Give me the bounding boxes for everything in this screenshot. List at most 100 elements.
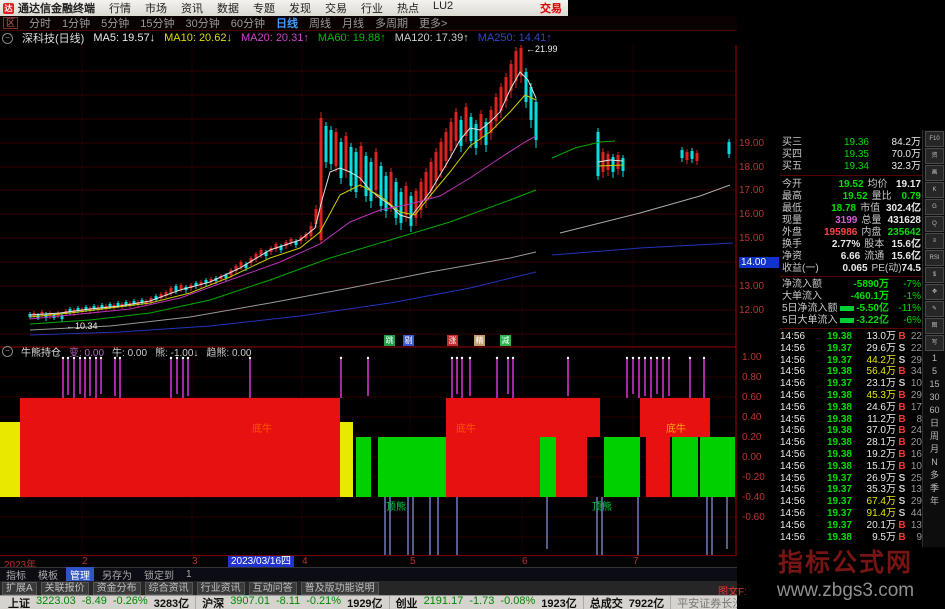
period-shortcut-N[interactable]: N [931, 457, 938, 467]
collapse-icon[interactable]: − [2, 346, 13, 357]
transaction-row: 14:56 19.38 9.5万 B 9 [780, 532, 922, 544]
period-shortcut-60[interactable]: 60 [929, 405, 940, 415]
menu-item-8[interactable]: 热点 [397, 3, 419, 15]
index-quote-沪深[interactable]: 沪深 3907.01 -8.11 -0.21% 1929亿 [202, 596, 390, 609]
transaction-row: 14:56 19.38 37.0万 B 24 [780, 425, 922, 437]
flow-row-3: 5日大单流入 -3.22亿 -6% [782, 315, 921, 327]
menu-item-1[interactable]: 市场 [145, 3, 167, 15]
svg-text:底牛: 底牛 [456, 422, 476, 435]
info-tab-扩展A[interactable]: 扩展A [2, 581, 37, 595]
collapse-icon[interactable]: − [2, 32, 13, 44]
period-15分钟[interactable]: 15分钟 [140, 18, 175, 30]
tool-icon-K[interactable]: K [925, 182, 944, 198]
tab-指标[interactable]: 指标 [6, 571, 26, 582]
bid-volume: 32.3万 [891, 161, 921, 172]
period-周线[interactable]: 周线 [309, 18, 332, 30]
tx-volume: 26.9万 [866, 472, 896, 484]
stat-label: 最低 [782, 203, 802, 214]
tab-模板[interactable]: 模板 [38, 571, 58, 582]
period-月线[interactable]: 月线 [342, 18, 365, 30]
indicator-label--0.20: -0.20 [742, 472, 765, 483]
period-更多>[interactable]: 更多> [419, 18, 448, 30]
tab-1[interactable]: 1 [186, 569, 192, 580]
tab-管理[interactable]: 管理 [66, 567, 94, 582]
tool-icon-✎[interactable]: ✎ [925, 301, 944, 317]
tx-price: 19.38 [826, 331, 852, 342]
price-label-17.00: 17.00 [739, 185, 765, 196]
period-shortcut-多[interactable]: 多 [929, 470, 939, 480]
period-30分钟[interactable]: 30分钟 [185, 18, 220, 30]
transaction-row: 14:56 19.37 67.4万 S 29 [780, 496, 922, 508]
stat-value: 431628 [887, 215, 921, 226]
period-日线[interactable]: 日线 [276, 18, 299, 30]
tx-count: 29 [910, 390, 922, 401]
period-shortcut-周[interactable]: 周 [929, 431, 939, 441]
tx-volume: 44.2万 [866, 354, 896, 366]
tool-icon-图[interactable]: 图 [925, 318, 944, 334]
tool-icon-F10[interactable]: F10 [925, 131, 944, 147]
period-shortcut-季[interactable]: 季 [929, 483, 939, 493]
flag-button-剔[interactable]: 剔 [403, 335, 414, 346]
tool-icon-✥[interactable]: ✥ [925, 284, 944, 300]
period-分时[interactable]: 分时 [29, 18, 52, 30]
index-label: 上证 [8, 598, 30, 609]
flow-bar-icon [840, 318, 855, 323]
flag-button-涨[interactable]: 涨 [447, 335, 458, 346]
period-1分钟[interactable]: 1分钟 [62, 18, 91, 30]
period-shortcut-15[interactable]: 15 [929, 379, 940, 389]
flag-button-精[interactable]: 精 [474, 335, 485, 346]
tab-另存为[interactable]: 另存为 [102, 571, 132, 582]
tx-direction: B [898, 366, 906, 378]
info-tab-综合资讯[interactable]: 综合资讯 [144, 581, 193, 595]
period-shortcut-1[interactable]: 1 [931, 353, 937, 363]
bid-price: 19.34 [843, 161, 869, 172]
period-shortcut-5[interactable]: 5 [931, 366, 937, 376]
period-shortcut-月[interactable]: 月 [929, 444, 939, 454]
flag-button-减[interactable]: 减 [500, 335, 511, 346]
transaction-row: 14:56 19.38 19.2万 B 16 [780, 449, 922, 461]
menu-item-4[interactable]: 专题 [253, 3, 275, 15]
menu-item-3[interactable]: 数据 [217, 3, 239, 15]
menu-item-0[interactable]: 行情 [109, 3, 131, 15]
menu-item-9[interactable]: LU2 [433, 0, 454, 12]
stat-value: 302.4亿 [885, 203, 922, 214]
back-icon[interactable]: 区 [3, 17, 19, 29]
stat-value: 19.52 [838, 179, 864, 190]
tool-icon-资[interactable]: 资 [925, 148, 944, 164]
stat-value: 19.52 [842, 191, 868, 202]
info-tab-资金分布[interactable]: 资金分布 [92, 581, 141, 595]
info-tab-关联报价[interactable]: 关联报价 [40, 581, 89, 595]
tx-count: 24 [910, 425, 922, 437]
period-60分钟[interactable]: 60分钟 [230, 18, 266, 30]
menu-item-6[interactable]: 交易 [325, 3, 347, 15]
tool-icon-RSI[interactable]: RSI [925, 250, 944, 266]
tool-icon-$[interactable]: $ [925, 267, 944, 283]
tx-count: 13 [910, 484, 922, 496]
tool-icon-G[interactable]: G [925, 199, 944, 215]
tool-icon-写[interactable]: 写 [925, 335, 944, 351]
period-shortcut-30[interactable]: 30 [929, 392, 940, 402]
menu-item-2[interactable]: 资讯 [181, 3, 203, 15]
info-tab-行业资讯[interactable]: 行业资讯 [196, 581, 245, 595]
transaction-row: 14:56 19.37 23.1万 S 10 [780, 378, 922, 390]
flag-button-跳[interactable]: 跳 [384, 335, 395, 346]
period-shortcut-年[interactable]: 年 [929, 496, 939, 506]
tool-icon-≡[interactable]: ≡ [925, 233, 944, 249]
info-tab-普及版功能说明[interactable]: 普及版功能说明 [300, 581, 379, 595]
period-多周期[interactable]: 多周期 [375, 18, 409, 30]
trade-button[interactable]: 交易 [540, 3, 562, 15]
index-quote-上证[interactable]: 上证 3223.03 -8.49 -0.26% 3283亿 [8, 596, 197, 609]
menu-item-5[interactable]: 发现 [289, 3, 311, 15]
period-5分钟[interactable]: 5分钟 [101, 18, 130, 30]
index-quote-创业[interactable]: 创业 2191.17 -1.73 -0.08% 1923亿 [396, 596, 584, 609]
menu-item-7[interactable]: 行业 [361, 3, 383, 15]
f10-link[interactable]: 图文F10 [718, 587, 756, 598]
tool-icon-Q[interactable]: Q [925, 216, 944, 232]
info-tab-互动问答[interactable]: 互动问答 [248, 581, 297, 595]
tool-icon-画[interactable]: 画 [925, 165, 944, 181]
tab-锁定到[interactable]: 锁定到 [144, 571, 174, 582]
indicator-params: 变: 0.00 牛: 0.00 熊: -1.00↓ 趋熊: 0.00 [69, 344, 251, 359]
index-label: 沪深 [202, 598, 225, 609]
period-shortcut-日[interactable]: 日 [929, 418, 939, 428]
